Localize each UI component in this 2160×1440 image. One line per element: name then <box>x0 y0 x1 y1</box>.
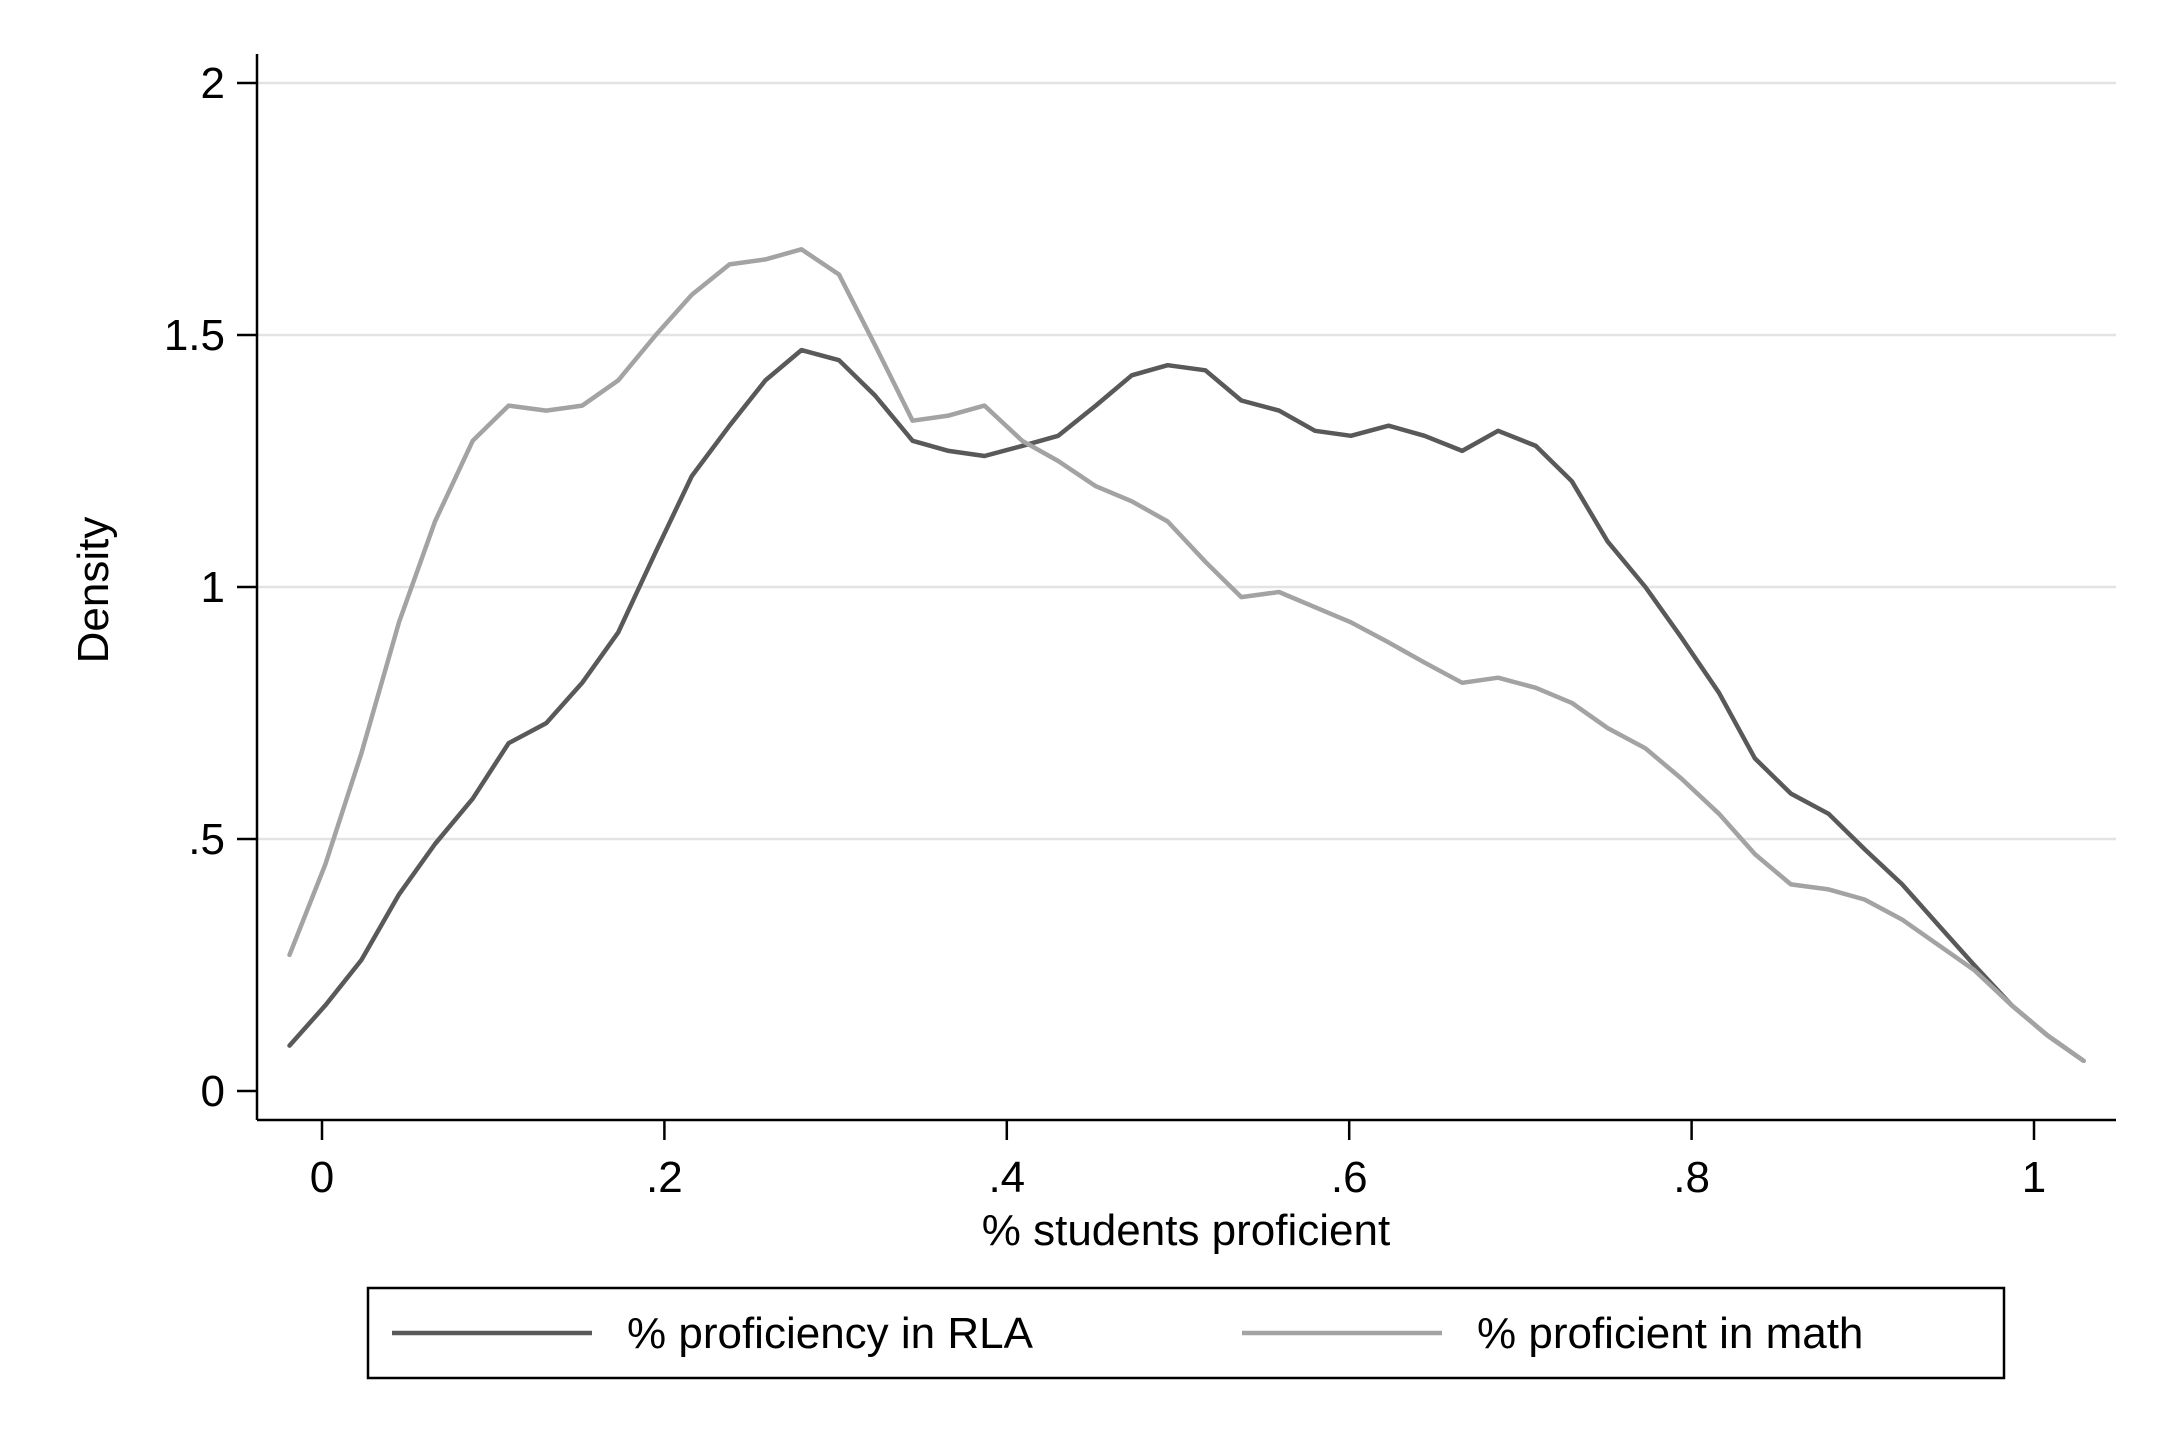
series-line-2 <box>287 247 2086 1064</box>
y-tick-label: 0 <box>201 1067 225 1116</box>
legend-box <box>366 1286 2006 1380</box>
x-tick-label: .8 <box>1673 1153 1710 1202</box>
series-line-1 <box>287 347 2086 1064</box>
x-axis-title: % students proficient <box>982 1206 1390 1255</box>
x-tick-label: .6 <box>1331 1153 1368 1202</box>
x-tick-label: .2 <box>646 1153 683 1202</box>
x-tick-label: 1 <box>2022 1153 2046 1202</box>
legend-label-1: % proficiency in RLA <box>627 1309 1034 1358</box>
y-tick-label: .5 <box>188 815 225 864</box>
gridlines <box>257 81 2116 841</box>
x-tick-label: .4 <box>988 1153 1025 1202</box>
legend: % proficiency in RLA % proficient in math <box>366 1286 2006 1380</box>
y-tick-label: 1.5 <box>164 311 225 360</box>
y-tick-label: 1 <box>201 563 225 612</box>
series-lines <box>287 247 2086 1064</box>
legend-label-2: % proficient in math <box>1477 1309 1863 1358</box>
y-tick-label: 2 <box>201 59 225 108</box>
y-axis-title: Density <box>69 517 118 664</box>
axes: 0 .5 1 1.5 2 0 .2 .4 .6 .8 1 <box>164 54 2116 1202</box>
x-tick-label: 0 <box>310 1153 334 1202</box>
